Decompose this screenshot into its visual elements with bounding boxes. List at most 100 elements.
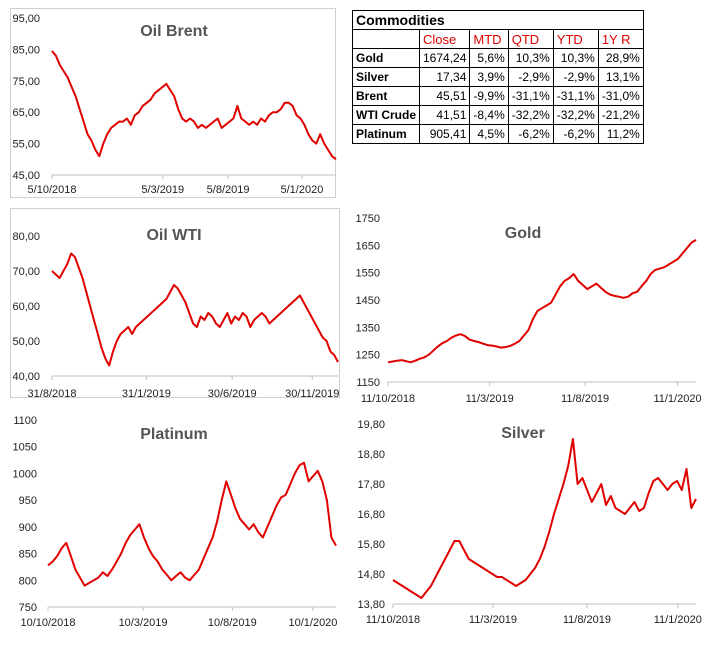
row-label: Gold	[352, 48, 420, 68]
y-tick-label: 55,00	[12, 139, 40, 151]
y-tick-label: 50,00	[12, 336, 40, 348]
x-tick-label: 30/11/2019	[285, 388, 339, 400]
table-cell: -31,1%	[507, 86, 554, 106]
series-line	[387, 239, 697, 364]
y-tick-label: 850	[19, 549, 37, 561]
y-tick-label: 45,00	[12, 170, 40, 182]
table-row: Platinum 905,41 4,5% -6,2% -6,2% 11,2%	[352, 124, 644, 144]
table-cell: 45,51	[418, 86, 471, 106]
silver-chart: Silver 19,80 18,80 17,80 16,80 15,80 14,80 13,8…	[357, 419, 702, 626]
y-tick-label: 1750	[356, 213, 380, 225]
table-cell: -2,9%	[552, 67, 599, 87]
table-cell: -21,2%	[597, 105, 644, 125]
chart-title: Oil WTI	[146, 227, 201, 244]
chart-panel-silver: Silver 19,80 18,80 17,80 16,80 15,80 14,80 13,8…	[345, 410, 718, 648]
y-tick-label: 18,80	[357, 449, 385, 461]
x-tick-label: 11/10/2018	[361, 393, 415, 405]
y-tick-label: 85,00	[12, 44, 40, 56]
table-cell: 3,9%	[469, 67, 509, 87]
y-tick-label: 1350	[356, 322, 380, 334]
x-tick-label: 11/10/2018	[366, 614, 420, 626]
table-row: WTI Crude 41,51 -8,4% -32,2% -32,2% -21,2%	[352, 105, 644, 125]
table-cell: -6,2%	[552, 124, 599, 144]
table-title: Commodities	[352, 10, 644, 30]
table-cell: 1674,24	[418, 48, 471, 68]
table-cell: 28,9%	[597, 48, 644, 68]
platinum-chart: Platinum 1100 1050 1000 950 900 850 800 750 10/10…	[13, 415, 338, 629]
row-label: Silver	[352, 67, 420, 87]
column-header: 1Y R	[597, 29, 644, 49]
x-tick-label: 5/1/2020	[281, 184, 324, 196]
brent-chart-frame	[10, 8, 336, 198]
row-label: Brent	[352, 86, 420, 106]
row-label: Platinum	[352, 124, 420, 144]
table-cell: -32,2%	[552, 105, 599, 125]
table-cell: -8,4%	[469, 105, 509, 125]
x-tick-label: 10/8/2019	[208, 617, 257, 629]
y-tick-label: 75,00	[12, 76, 40, 88]
x-tick-label: 10/3/2019	[119, 617, 168, 629]
y-tick-label: 1450	[356, 295, 380, 307]
chart-panel-platinum: Platinum 1100 1050 1000 950 900 850 800 750 10/10…	[0, 405, 345, 648]
y-tick-label: 14,80	[357, 569, 385, 581]
chart-title: Silver	[501, 425, 545, 442]
table-cell: -31,0%	[597, 86, 644, 106]
y-tick-label: 1650	[356, 240, 380, 252]
row-label: WTI Crude	[352, 105, 420, 125]
chart-panel-gold: Gold 1750 1650 1550 1450 1350 1250 1150 11/10/20…	[345, 205, 718, 410]
y-tick-label: 17,80	[357, 479, 385, 491]
table-cell: -6,2%	[507, 124, 554, 144]
table-cell: -31,1%	[552, 86, 599, 106]
x-tick-label: 5/10/2018	[28, 184, 77, 196]
table-cell: 10,3%	[507, 48, 554, 68]
x-tick-label: 11/1/2020	[654, 614, 702, 626]
wti-chart-frame	[10, 208, 340, 398]
table-cell: -32,2%	[507, 105, 554, 125]
series-line	[51, 50, 337, 161]
y-tick-label: 1150	[356, 377, 380, 389]
x-tick-label: 31/8/2018	[28, 388, 77, 400]
series-line	[392, 438, 697, 599]
table-header-row: Close MTD QTD YTD 1Y R	[352, 29, 644, 49]
y-tick-label: 900	[19, 522, 37, 534]
y-tick-label: 40,00	[12, 371, 40, 383]
y-tick-label: 65,00	[12, 107, 40, 119]
y-tick-label: 800	[19, 575, 37, 587]
y-tick-label: 950	[19, 495, 37, 507]
y-tick-label: 1050	[13, 442, 37, 454]
x-tick-label: 31/1/2019	[122, 388, 171, 400]
table-cell: 11,2%	[597, 124, 644, 144]
chart-title: Platinum	[140, 426, 208, 443]
x-tick-label: 11/1/2020	[653, 393, 701, 405]
column-header: QTD	[507, 29, 554, 49]
table-cell: 17,34	[418, 67, 471, 87]
y-tick-label: 19,80	[357, 419, 385, 431]
table-cell: 10,3%	[552, 48, 599, 68]
x-tick-label: 11/3/2019	[466, 393, 514, 405]
y-tick-label: 750	[19, 602, 37, 614]
gold-chart: Gold 1750 1650 1550 1450 1350 1250 1150 11/10/20…	[356, 213, 702, 405]
y-tick-label: 15,80	[357, 539, 385, 551]
brent-chart: Oil Brent 95,00 85,00 75,00 65,00 55,00 45,00 5…	[12, 13, 337, 196]
x-tick-label: 30/6/2019	[208, 388, 257, 400]
y-tick-label: 13,80	[357, 599, 385, 611]
y-tick-label: 1250	[356, 350, 380, 362]
y-tick-label: 70,00	[12, 266, 40, 278]
chart-title: Oil Brent	[140, 23, 208, 40]
header-blank	[352, 29, 420, 49]
y-tick-label: 16,80	[357, 509, 385, 521]
table-cell: 4,5%	[469, 124, 509, 144]
column-header: Close	[418, 29, 471, 49]
x-tick-label: 10/10/2018	[20, 617, 75, 629]
table-cell: 905,41	[418, 124, 471, 144]
x-tick-label: 11/8/2019	[561, 393, 609, 405]
y-tick-label: 60,00	[12, 301, 40, 313]
table-cell: 41,51	[418, 105, 471, 125]
x-tick-label: 5/8/2019	[207, 184, 250, 196]
y-tick-label: 1000	[13, 468, 37, 480]
chart-title: Gold	[505, 225, 541, 242]
table-row: Brent 45,51 -9,9% -31,1% -31,1% -31,0%	[352, 86, 644, 106]
commodities-table-wrap: Commodities Close MTD QTD YTD 1Y R Gold 1674,24…	[352, 10, 644, 144]
y-tick-label: 95,00	[12, 13, 40, 25]
x-tick-label: 5/3/2019	[141, 184, 184, 196]
